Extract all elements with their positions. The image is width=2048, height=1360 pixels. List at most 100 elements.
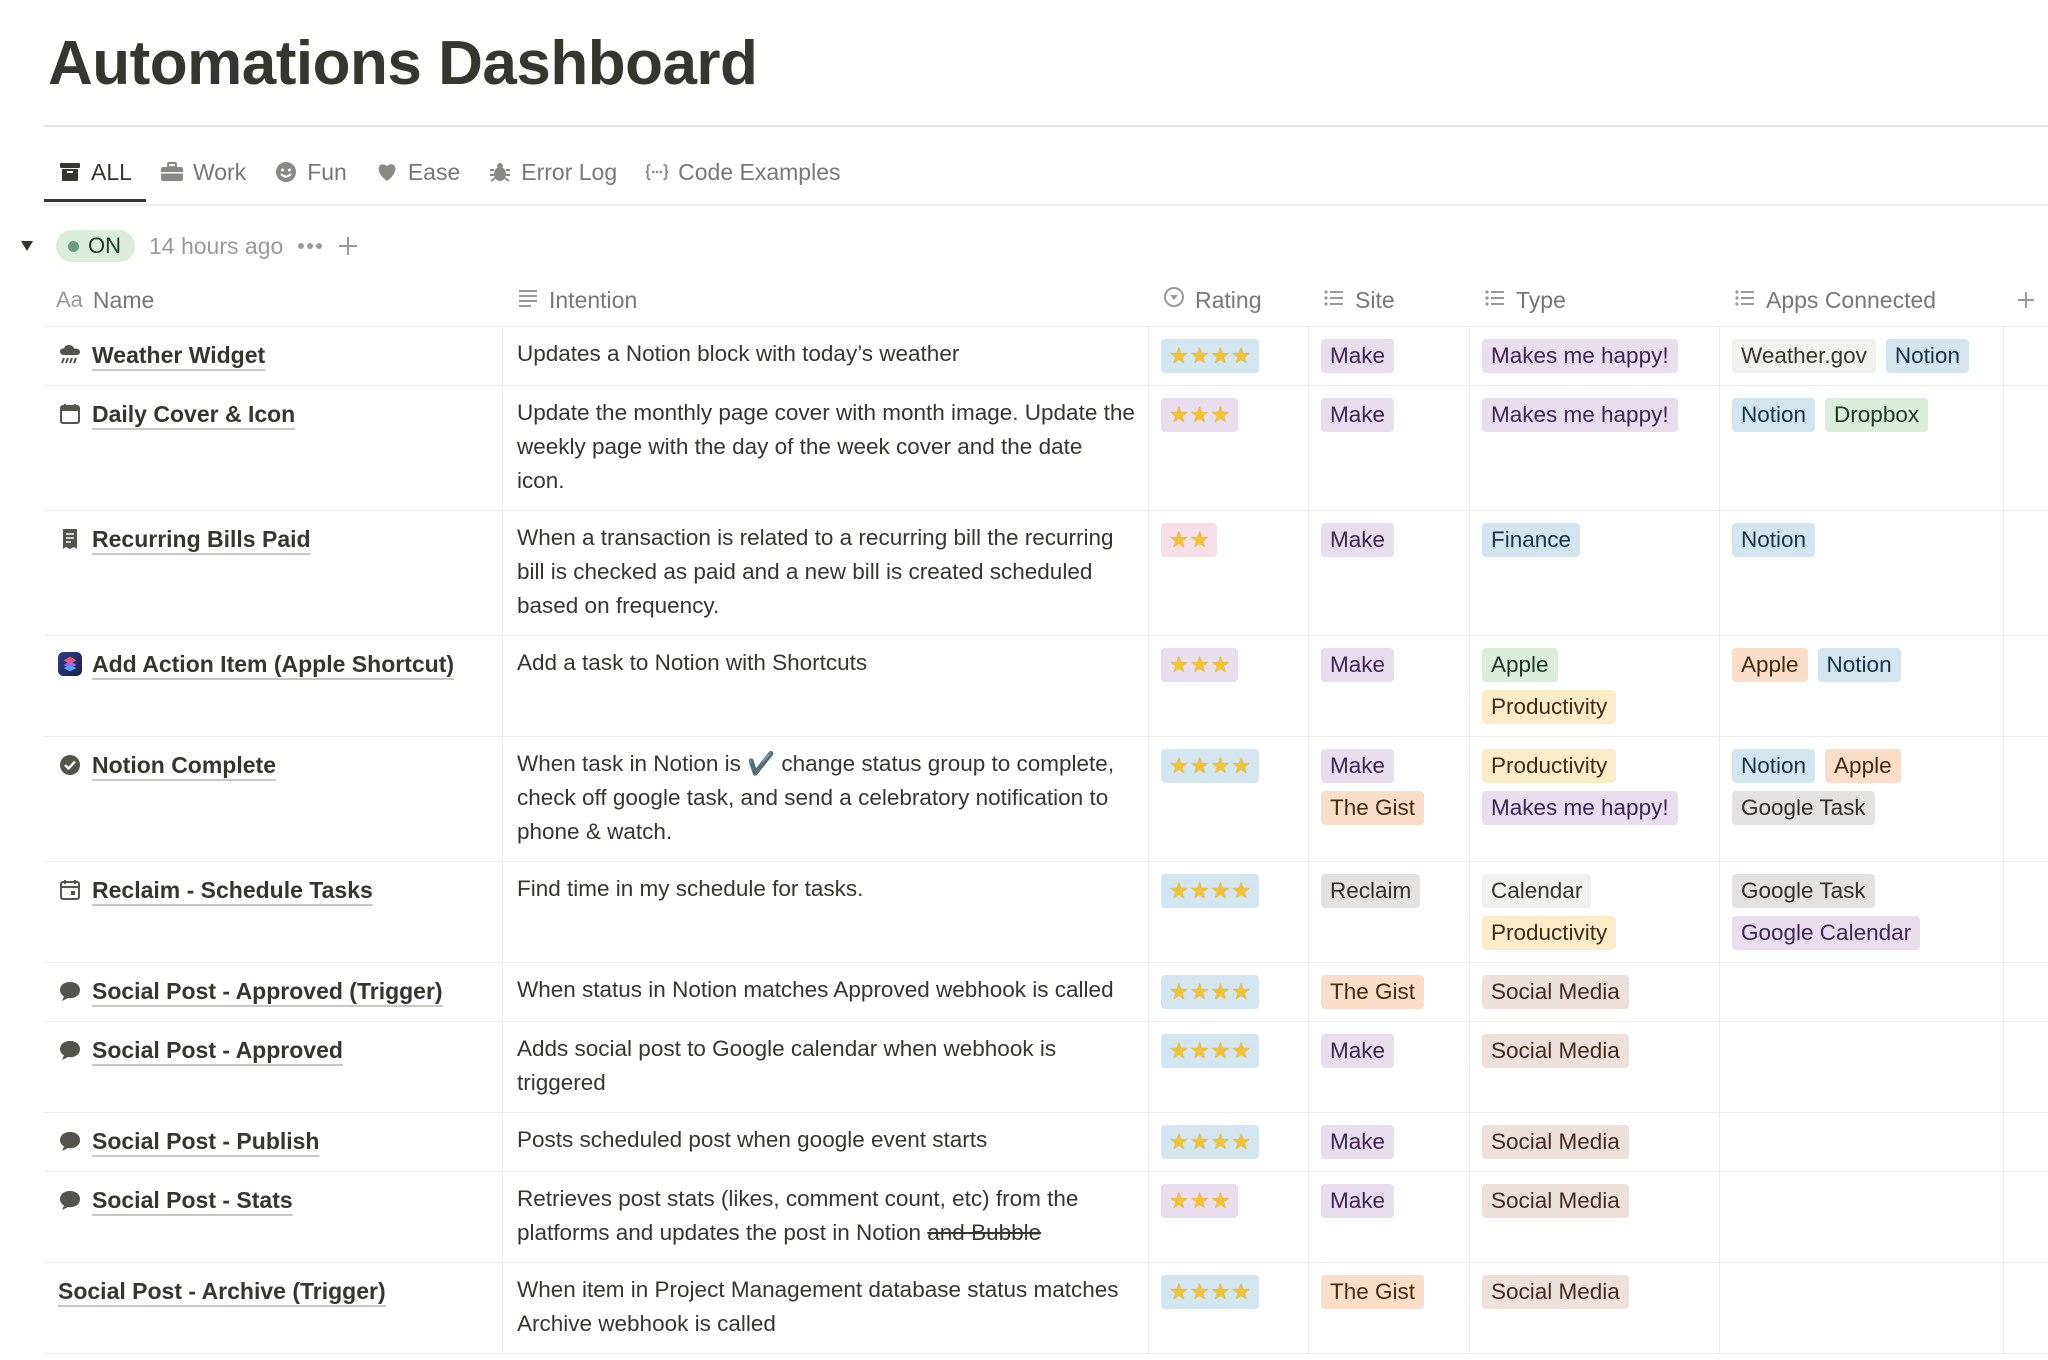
rating-cell[interactable]: ★ ★ ★ ★ [1149, 1263, 1309, 1353]
apps-cell[interactable] [1720, 1172, 2004, 1262]
row-title-link[interactable]: Social Post - Archive (Trigger) [58, 1278, 386, 1304]
name-cell[interactable]: Social Post - Approved (Trigger) [44, 963, 503, 1021]
table-row[interactable]: Social Post - Stats Retrieves post stats … [44, 1172, 2048, 1263]
name-cell[interactable]: Daily Cover & Icon [44, 386, 503, 510]
rating-cell[interactable]: ★ ★ ★ ★ [1149, 327, 1309, 385]
table-row[interactable]: Daily Cover & Icon Update the monthly pag… [44, 386, 2048, 511]
add-property-icon[interactable] [2004, 274, 2048, 326]
type-cell[interactable]: Social Media [1470, 1263, 1720, 1353]
table-row[interactable]: Social Post - Approved Adds social post t… [44, 1022, 2048, 1113]
table-row[interactable]: Social Post - Publish Posts scheduled pos… [44, 1113, 2048, 1172]
tab-fun[interactable]: Fun [260, 150, 361, 194]
site-cell[interactable]: Make [1309, 636, 1470, 736]
table-row[interactable]: Weather Widget Updates a Notion block wit… [44, 327, 2048, 386]
row-title-link[interactable]: Add Action Item (Apple Shortcut) [92, 651, 455, 677]
apps-cell[interactable]: Weather.gov Notion [1720, 327, 2004, 385]
column-header-apps[interactable]: Apps Connected [1720, 274, 2004, 326]
type-cell[interactable]: Productivity Makes me happy! [1470, 737, 1720, 861]
apps-cell[interactable] [1720, 963, 2004, 1021]
type-cell[interactable]: Finance [1470, 511, 1720, 635]
intention-cell[interactable]: Retrieves post stats (likes, comment cou… [503, 1172, 1149, 1262]
column-header-type[interactable]: Type [1470, 274, 1720, 326]
collapse-toggle-icon[interactable] [18, 237, 36, 255]
rating-cell[interactable]: ★ ★ [1149, 511, 1309, 635]
name-cell[interactable]: Social Post - Stats [44, 1172, 503, 1262]
intention-cell[interactable]: When status in Notion matches Approved w… [503, 963, 1149, 1021]
name-cell[interactable]: Social Post - Publish [44, 1113, 503, 1171]
rating-cell[interactable]: ★ ★ ★ ★ [1149, 1022, 1309, 1112]
table-row[interactable]: Reclaim - Schedule Tasks Find time in my … [44, 862, 2048, 963]
tab-error-log[interactable]: Error Log [474, 150, 631, 194]
row-title-link[interactable]: Reclaim - Schedule Tasks [92, 877, 373, 903]
type-cell[interactable]: Social Media [1470, 1113, 1720, 1171]
site-cell[interactable]: Make [1309, 1172, 1470, 1262]
tab-work[interactable]: Work [146, 150, 260, 194]
more-options-icon[interactable] [297, 242, 323, 250]
name-cell[interactable]: Weather Widget [44, 327, 503, 385]
name-cell[interactable]: Recurring Bills Paid [44, 511, 503, 635]
type-cell[interactable]: Social Media [1470, 1172, 1720, 1262]
table-row[interactable]: Add Action Item (Apple Shortcut) Add a ta… [44, 636, 2048, 737]
site-cell[interactable]: Make [1309, 1022, 1470, 1112]
table-row[interactable]: Social Post - Archive (Trigger) When item… [44, 1263, 2048, 1354]
type-cell[interactable]: Makes me happy! [1470, 386, 1720, 510]
site-cell[interactable]: Make [1309, 327, 1470, 385]
add-icon[interactable] [337, 235, 359, 257]
apps-cell[interactable] [1720, 1022, 2004, 1112]
site-cell[interactable]: Reclaim [1309, 862, 1470, 962]
row-title-link[interactable]: Notion Complete [92, 752, 276, 778]
apps-cell[interactable] [1720, 1113, 2004, 1171]
table-row[interactable]: Notion Complete When task in Notion is ✔️… [44, 737, 2048, 862]
apps-cell[interactable]: Notion Apple Google Task [1720, 737, 2004, 861]
tab-all[interactable]: ALL [44, 150, 146, 202]
row-title-link[interactable]: Weather Widget [92, 342, 266, 368]
site-cell[interactable]: Make The Gist [1309, 737, 1470, 861]
apps-cell[interactable]: Apple Notion [1720, 636, 2004, 736]
rating-cell[interactable]: ★ ★ ★ [1149, 1172, 1309, 1262]
row-title-link[interactable]: Recurring Bills Paid [92, 526, 311, 552]
apps-cell[interactable]: Google Task Google Calendar [1720, 862, 2004, 962]
type-cell[interactable]: Social Media [1470, 1022, 1720, 1112]
site-cell[interactable]: Make [1309, 1113, 1470, 1171]
type-cell[interactable]: Apple Productivity [1470, 636, 1720, 736]
rating-cell[interactable]: ★ ★ ★ [1149, 636, 1309, 736]
type-cell[interactable]: Calendar Productivity [1470, 862, 1720, 962]
intention-cell[interactable]: Find time in my schedule for tasks. [503, 862, 1149, 962]
intention-cell[interactable]: Adds social post to Google calendar when… [503, 1022, 1149, 1112]
apps-cell[interactable]: Notion [1720, 511, 2004, 635]
rating-cell[interactable]: ★ ★ ★ ★ [1149, 1113, 1309, 1171]
rating-cell[interactable]: ★ ★ ★ ★ [1149, 963, 1309, 1021]
row-title-link[interactable]: Social Post - Stats [92, 1187, 293, 1213]
intention-cell[interactable]: When task in Notion is ✔️ change status … [503, 737, 1149, 861]
rating-cell[interactable]: ★ ★ ★ ★ [1149, 862, 1309, 962]
table-row[interactable]: Social Post - Approved (Trigger) When sta… [44, 963, 2048, 1022]
site-cell[interactable]: Make [1309, 511, 1470, 635]
name-cell[interactable]: Social Post - Archive (Trigger) [44, 1263, 503, 1353]
type-cell[interactable]: Makes me happy! [1470, 327, 1720, 385]
type-cell[interactable]: Social Media [1470, 963, 1720, 1021]
name-cell[interactable]: Notion Complete [44, 737, 503, 861]
tab-code-examples[interactable]: Code Examples [631, 150, 854, 194]
tab-ease[interactable]: Ease [361, 150, 474, 194]
intention-cell[interactable]: Updates a Notion block with today’s weat… [503, 327, 1149, 385]
rating-cell[interactable]: ★ ★ ★ ★ [1149, 737, 1309, 861]
apps-cell[interactable]: Notion Dropbox [1720, 386, 2004, 510]
site-cell[interactable]: The Gist [1309, 1263, 1470, 1353]
apps-cell[interactable] [1720, 1263, 2004, 1353]
row-title-link[interactable]: Daily Cover & Icon [92, 401, 296, 427]
site-cell[interactable]: Make [1309, 386, 1470, 510]
column-header-rating[interactable]: Rating [1149, 274, 1309, 326]
row-title-link[interactable]: Social Post - Approved [92, 1037, 343, 1063]
rating-cell[interactable]: ★ ★ ★ [1149, 386, 1309, 510]
row-title-link[interactable]: Social Post - Publish [92, 1128, 320, 1154]
column-header-intention[interactable]: Intention [503, 274, 1149, 326]
name-cell[interactable]: Add Action Item (Apple Shortcut) [44, 636, 503, 736]
site-cell[interactable]: The Gist [1309, 963, 1470, 1021]
intention-cell[interactable]: Add a task to Notion with Shortcuts [503, 636, 1149, 736]
column-header-name[interactable]: Aa Name [44, 274, 503, 326]
row-title-link[interactable]: Social Post - Approved (Trigger) [92, 978, 443, 1004]
intention-cell[interactable]: When a transaction is related to a recur… [503, 511, 1149, 635]
intention-cell[interactable]: Update the monthly page cover with month… [503, 386, 1149, 510]
name-cell[interactable]: Reclaim - Schedule Tasks [44, 862, 503, 962]
intention-cell[interactable]: When item in Project Management database… [503, 1263, 1149, 1353]
